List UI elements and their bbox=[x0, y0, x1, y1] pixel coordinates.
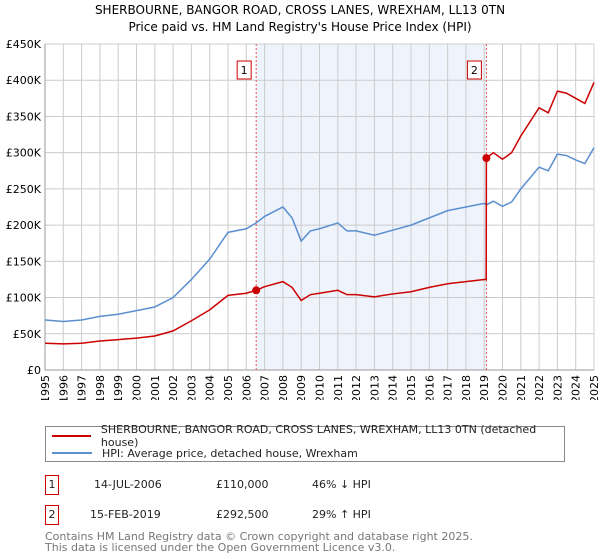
x-tick-label: 2016 bbox=[423, 375, 436, 400]
x-tick-label: 2014 bbox=[387, 375, 400, 400]
x-tick-label: 2022 bbox=[533, 375, 546, 400]
x-tick-label: 2005 bbox=[222, 375, 235, 400]
price-chart: SHERBOURNE, BANGOR ROAD, CROSS LANES, WR… bbox=[6, 3, 600, 400]
y-tick-label: £250K bbox=[6, 183, 42, 196]
y-tick-label: £100K bbox=[6, 292, 42, 305]
y-tick-label: £150K bbox=[6, 255, 42, 268]
x-tick-label: 2007 bbox=[259, 375, 272, 400]
y-tick-label: £350K bbox=[6, 110, 42, 123]
sale-row-2: 2 15-FEB-2019 £292,500 29% ↑ HPI bbox=[45, 505, 445, 525]
legend-label-hpi: HPI: Average price, detached house, Wrex… bbox=[102, 446, 358, 460]
x-tick-label: 2017 bbox=[442, 375, 455, 400]
chart-title: SHERBOURNE, BANGOR ROAD, CROSS LANES, WR… bbox=[95, 3, 505, 17]
x-tick-label: 2004 bbox=[204, 375, 217, 400]
y-tick-label: £400K bbox=[6, 74, 42, 87]
sale-hpi: 46% ↓ HPI bbox=[312, 478, 371, 491]
annotation-box bbox=[236, 60, 252, 80]
hpi-line bbox=[44, 147, 595, 323]
x-tick-label: 2018 bbox=[460, 375, 473, 400]
x-tick-label: 2019 bbox=[478, 375, 491, 400]
footer-copyright: Contains HM Land Registry data © Crown c… bbox=[45, 530, 473, 543]
x-tick-label: 1996 bbox=[57, 375, 70, 400]
annotation-label: 1 bbox=[241, 64, 248, 77]
x-tick-label: 2020 bbox=[497, 375, 510, 400]
sale-date: 14-JUL-2006 bbox=[94, 478, 162, 491]
sale-badge: 2 bbox=[45, 505, 59, 525]
legend: SHERBOURNE, BANGOR ROAD, CROSS LANES, WR… bbox=[45, 423, 565, 462]
x-tick-label: 1999 bbox=[112, 375, 125, 400]
legend-blue-line bbox=[52, 452, 92, 454]
x-tick-label: 2025 bbox=[588, 375, 600, 400]
x-tick-label: 2023 bbox=[551, 375, 564, 400]
sale-date: 15-FEB-2019 bbox=[90, 508, 161, 521]
x-tick-label: 2000 bbox=[131, 375, 144, 400]
x-tick-label: 2010 bbox=[314, 375, 327, 400]
annotation-box bbox=[466, 60, 482, 80]
legend-red-line bbox=[52, 435, 91, 437]
chart-subtitle: Price paid vs. HM Land Registry's House … bbox=[128, 20, 471, 34]
footer: Contains HM Land Registry data © Crown c… bbox=[45, 531, 473, 553]
x-tick-label: 2011 bbox=[332, 375, 345, 400]
y-tick-label: £300K bbox=[6, 147, 42, 160]
sale-point bbox=[252, 286, 261, 295]
x-tick-label: 1997 bbox=[76, 375, 89, 400]
x-tick-label: 2012 bbox=[350, 375, 363, 400]
x-tick-label: 2001 bbox=[149, 375, 162, 400]
x-tick-label: 2021 bbox=[515, 375, 528, 400]
x-tick-label: 2013 bbox=[368, 375, 381, 400]
property-price-line bbox=[44, 82, 595, 345]
sale-point bbox=[482, 154, 491, 163]
annotation-label: 2 bbox=[471, 64, 478, 77]
sale-row-1: 1 14-JUL-2006 £110,000 46% ↓ HPI bbox=[45, 475, 445, 495]
sale-price: £110,000 bbox=[216, 478, 269, 491]
legend-label-property: SHERBOURNE, BANGOR ROAD, CROSS LANES, WR… bbox=[100, 423, 537, 449]
x-tick-label: 2009 bbox=[295, 375, 308, 400]
shaded-region bbox=[256, 44, 487, 370]
x-tick-label: 2003 bbox=[185, 375, 198, 400]
y-tick-label: £0 bbox=[27, 364, 41, 377]
footer-licence: This data is licensed under the Open Gov… bbox=[45, 541, 396, 554]
y-tick-label: £450K bbox=[6, 38, 42, 51]
sale-badge: 1 bbox=[45, 475, 59, 495]
y-tick-label: £50K bbox=[13, 328, 42, 341]
y-tick-label: £200K bbox=[6, 219, 42, 232]
x-tick-label: 2015 bbox=[405, 375, 418, 400]
sale-hpi: 29% ↑ HPI bbox=[312, 508, 371, 521]
x-tick-label: 2006 bbox=[240, 375, 253, 400]
x-tick-label: 1995 bbox=[39, 375, 52, 400]
sale-price: £292,500 bbox=[216, 508, 269, 521]
x-tick-label: 1998 bbox=[94, 375, 107, 400]
x-tick-label: 2024 bbox=[570, 375, 583, 400]
x-tick-label: 2002 bbox=[167, 375, 180, 400]
x-tick-label: 2008 bbox=[277, 375, 290, 400]
